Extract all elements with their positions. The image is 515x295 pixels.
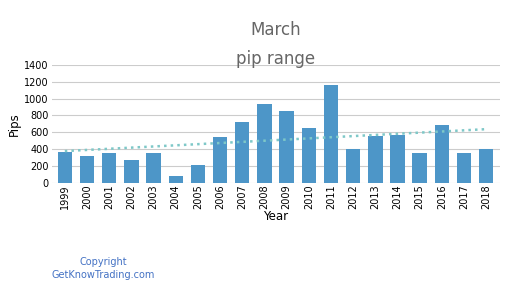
Y-axis label: Pips: Pips	[8, 112, 21, 136]
Bar	[102, 153, 116, 183]
Bar	[146, 153, 161, 183]
X-axis label: Year: Year	[263, 210, 288, 223]
Bar	[302, 128, 316, 183]
Bar	[168, 176, 183, 183]
Bar	[457, 153, 471, 183]
Bar	[413, 153, 427, 183]
Bar	[213, 137, 227, 183]
Bar	[435, 125, 449, 183]
Bar	[390, 135, 405, 183]
Bar	[346, 149, 360, 183]
Bar	[191, 165, 205, 183]
Bar	[280, 111, 294, 183]
Bar	[235, 122, 249, 183]
Bar	[368, 136, 383, 183]
Text: March: March	[250, 21, 301, 39]
Bar	[324, 85, 338, 183]
Bar	[80, 156, 94, 183]
Text: Copyright
GetKnowTrading.com: Copyright GetKnowTrading.com	[52, 257, 154, 280]
Bar	[124, 160, 139, 183]
Bar	[479, 149, 493, 183]
Bar	[257, 104, 271, 183]
Bar	[58, 152, 72, 183]
Text: pip range: pip range	[236, 50, 315, 68]
